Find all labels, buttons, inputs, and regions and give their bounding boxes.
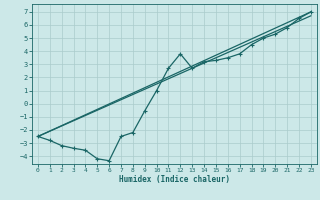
X-axis label: Humidex (Indice chaleur): Humidex (Indice chaleur) — [119, 175, 230, 184]
